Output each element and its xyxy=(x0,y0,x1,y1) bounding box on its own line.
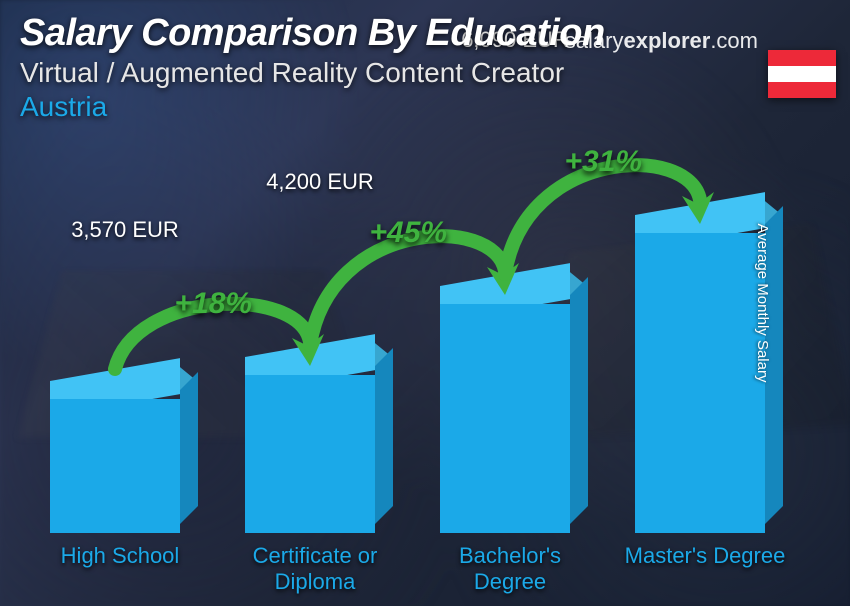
chart-subtitle: Virtual / Augmented Reality Content Crea… xyxy=(20,57,830,89)
percent-increase-label: +31% xyxy=(565,145,643,179)
bar-value: 3,570 EUR xyxy=(45,217,205,243)
watermark-bold: explorer xyxy=(623,28,710,53)
watermark-suffix: .com xyxy=(710,28,758,53)
bar-label: Bachelor's Degree xyxy=(425,543,595,595)
bar-label: Certificate or Diploma xyxy=(230,543,400,595)
flag-stripe-top xyxy=(768,50,836,66)
country-flag-icon xyxy=(768,50,836,98)
flag-stripe-mid xyxy=(768,66,836,82)
bar-value: 4,200 EUR xyxy=(240,169,400,195)
bar-chart: 3,570 EUR High School 4,200 EUR Certific… xyxy=(30,138,790,588)
percent-increase-label: +45% xyxy=(370,216,448,250)
watermark-prefix: salary xyxy=(565,28,624,53)
bar-label: High School xyxy=(35,543,205,569)
yaxis-label: Average Monthly Salary xyxy=(754,224,771,383)
header: Salary Comparison By Education Virtual /… xyxy=(0,0,850,123)
flag-stripe-bot xyxy=(768,82,836,98)
percent-increase-label: +18% xyxy=(175,287,253,321)
bar-label: Master's Degree xyxy=(620,543,790,569)
watermark: salaryexplorer.com xyxy=(565,28,758,54)
chart-country: Austria xyxy=(20,91,830,123)
increase-arrow: +31% xyxy=(465,133,740,329)
